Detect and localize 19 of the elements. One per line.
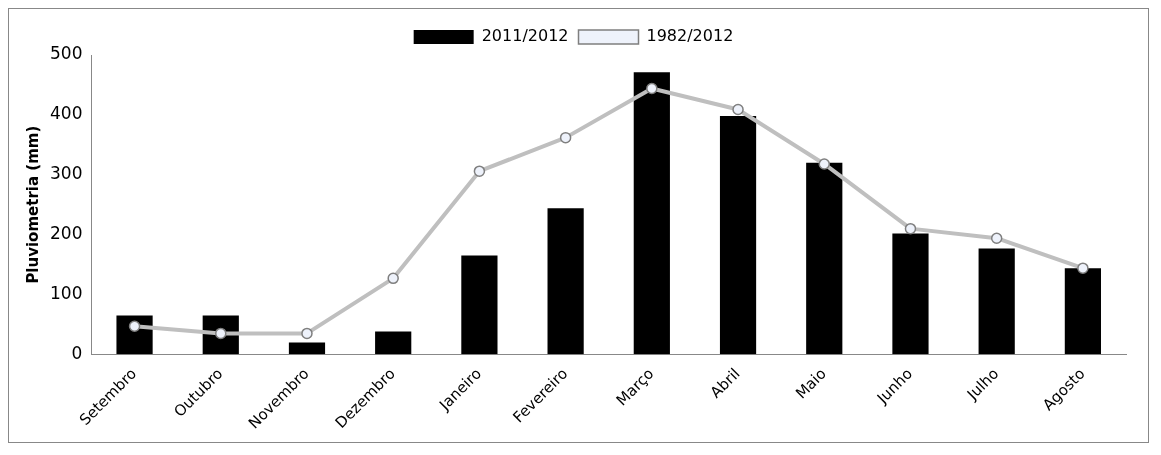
bar xyxy=(461,255,498,355)
y-tick-label: 200 xyxy=(49,223,83,244)
legend-label: 2011/2012 xyxy=(481,26,569,46)
bar xyxy=(978,248,1015,355)
bar xyxy=(1064,268,1101,355)
y-tick-label: 400 xyxy=(49,103,83,124)
y-tick-label: 0 xyxy=(71,342,83,363)
bar xyxy=(288,342,326,355)
bar xyxy=(892,233,929,355)
y-axis-title: Pluviometria (mm) xyxy=(23,125,42,284)
legend-label: 1982/2012 xyxy=(646,26,734,46)
y-tick-label: 100 xyxy=(49,282,83,303)
y-tick-label: 500 xyxy=(49,43,83,64)
y-tick-label: 300 xyxy=(49,163,83,184)
bar xyxy=(719,116,757,355)
bar xyxy=(806,162,843,355)
bar xyxy=(375,331,412,355)
bar xyxy=(547,208,584,355)
bar xyxy=(633,72,670,355)
